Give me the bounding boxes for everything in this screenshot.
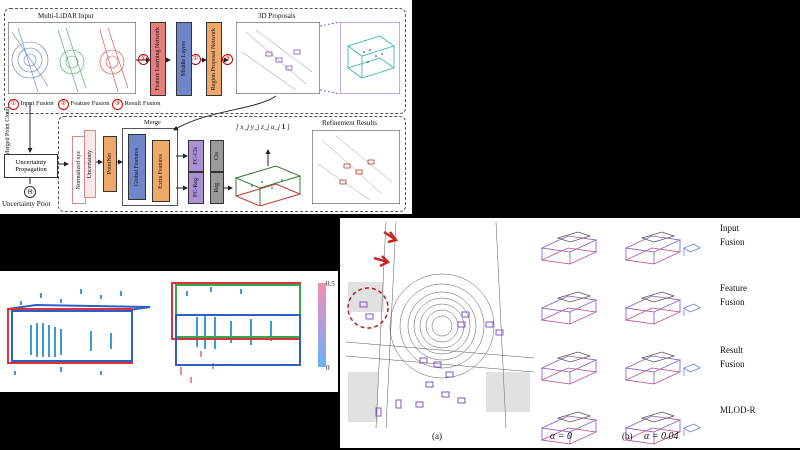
result-fusion-marker: ③ [112, 99, 123, 110]
left-connector-arrows [27, 102, 69, 184]
fusion-thumbnail [540, 291, 598, 325]
uncertainty-propagation-block: Uncertainty Propagation [4, 154, 58, 178]
row-label-input-fusion: Input Fusion [720, 223, 745, 247]
row-label-mlod-r: MLOD-R [720, 405, 756, 415]
feature-learning-network-block: Feature Learning Network [150, 22, 166, 96]
feature-vector: [ x_j y_j z_j u_j 1 ] [236, 123, 290, 131]
input-title: Multi-LiDAR Input [38, 12, 94, 20]
uncertainty-block: Uncertainty [84, 130, 96, 198]
proposal-zoom-box [340, 22, 400, 94]
fc-cls-block: FC-Cls [188, 140, 204, 172]
uncertainty-boxes-image [7, 282, 301, 383]
alpha-0-label: α = 0 [550, 431, 572, 442]
proposals-zoom-lines [320, 22, 340, 94]
middle-layers-block: Middle Layers [176, 22, 192, 96]
scene-a-image [346, 222, 534, 428]
input-fusion-marker: ① [8, 99, 19, 110]
input-fusion-legend-label: Input Fusion [20, 100, 54, 107]
proposals-image [236, 22, 320, 94]
fusion-thumbnail [624, 411, 701, 445]
region-proposal-network-block: Region Proposal Network [206, 22, 222, 96]
refinement-arrows [96, 95, 277, 191]
extra-features-block: Extra Features [152, 140, 170, 202]
vector-one: 1 [281, 123, 286, 131]
input-fusion-marker-top: ① [138, 54, 149, 65]
fusion-thumbnail [624, 291, 701, 325]
row-label-result-fusion: Result Fusion [720, 345, 745, 369]
architecture-diagram: Multi-LiDAR Input ① Input Fusion ② Featu… [0, 0, 412, 214]
uncertainty-visualization: 0.5 0 [0, 271, 338, 392]
input-point-cloud-image [8, 22, 136, 94]
result-fusion-legend-label: Result Fusion [124, 100, 161, 107]
colorbar-min: 0 [326, 364, 330, 372]
global-features-block: Global Features [128, 134, 146, 200]
colorbar-max: 0.5 [326, 280, 335, 288]
alpha-004-label: α = 0.04 [644, 431, 679, 442]
fusion-thumbnail [540, 411, 598, 445]
refined-box-illustration [234, 165, 302, 206]
theta-symbol: Θ [24, 186, 36, 198]
fusion-thumbnail [624, 231, 701, 265]
legend-result-fusion: ③ Result Fusion [112, 99, 161, 110]
vector-row: x_j y_j z_j u_j [240, 123, 280, 131]
row-label-feature-fusion: Feature Fusion [720, 283, 747, 307]
fusion-thumbnail [540, 231, 598, 265]
cls-block: Cls [210, 140, 224, 172]
multi-lidar-container [4, 8, 406, 114]
feature-fusion-legend-label: Feature Fusion [70, 100, 110, 107]
refinement-image [312, 130, 400, 204]
legend-input-fusion: ① Input Fusion [8, 99, 54, 110]
feature-fusion-marker: ② [58, 99, 69, 110]
pointnet-block: PointNet [103, 136, 117, 192]
colorbar [318, 283, 326, 367]
fusion-comparison: (a) Input Fusion Feature Fusion Result F… [340, 218, 800, 448]
caption-b: (b) [622, 431, 633, 441]
fusion-thumbnail [624, 351, 701, 385]
fusion-thumbnail [540, 351, 598, 385]
uncertainty-prior-label: Uncertainty Prior [2, 200, 51, 208]
refinement-title: Refinement Results [322, 119, 378, 127]
legend-feature-fusion: ② Feature Fusion [58, 99, 109, 110]
merge-group [122, 128, 178, 206]
fc-reg-block: FC-Reg [188, 172, 204, 204]
result-fusion-marker-top: ③ [222, 54, 233, 65]
merge-title: Merge [144, 119, 161, 126]
caption-a: (a) [432, 431, 442, 441]
proposals-title: 3D Proposals [258, 12, 296, 20]
